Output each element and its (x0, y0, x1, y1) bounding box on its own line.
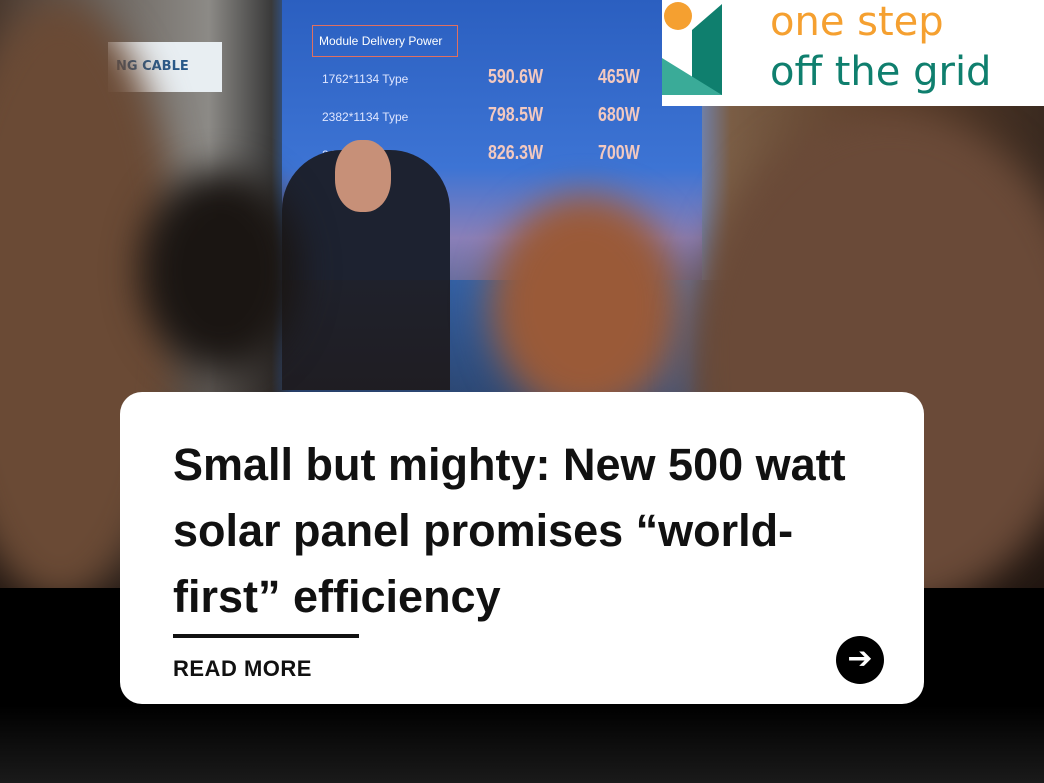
logo-mark-icon (662, 2, 722, 95)
screen-row-value: 680W (598, 104, 640, 126)
speaker-head (335, 140, 391, 212)
screen-row-value: 465W (598, 66, 640, 88)
divider (173, 634, 359, 638)
screen-row-value: 826.3W (488, 142, 544, 164)
screen-heading: Module Delivery Power (312, 25, 458, 57)
article-title: Small but mighty: New 500 watt solar pan… (173, 439, 846, 622)
screen-row-value: 700W (598, 142, 640, 164)
screen-row-type: 2382*1134 Type (322, 110, 409, 124)
article-card[interactable]: Small but mighty: New 500 watt solar pan… (120, 392, 924, 704)
screen-row-value: 590.6W (488, 66, 544, 88)
arrow-right-icon[interactable]: ➔ (836, 636, 884, 684)
audience-head (140, 170, 300, 370)
logo: one step off the grid (662, 0, 1044, 106)
screen-row-value: 798.5W (488, 104, 544, 126)
read-more-link[interactable]: READ MORE (173, 656, 312, 681)
logo-line2: off the grid (770, 49, 992, 95)
logo-line1: one step (770, 0, 944, 45)
screen-row-type: 1762*1134 Type (322, 72, 409, 86)
audience-head (490, 195, 680, 415)
